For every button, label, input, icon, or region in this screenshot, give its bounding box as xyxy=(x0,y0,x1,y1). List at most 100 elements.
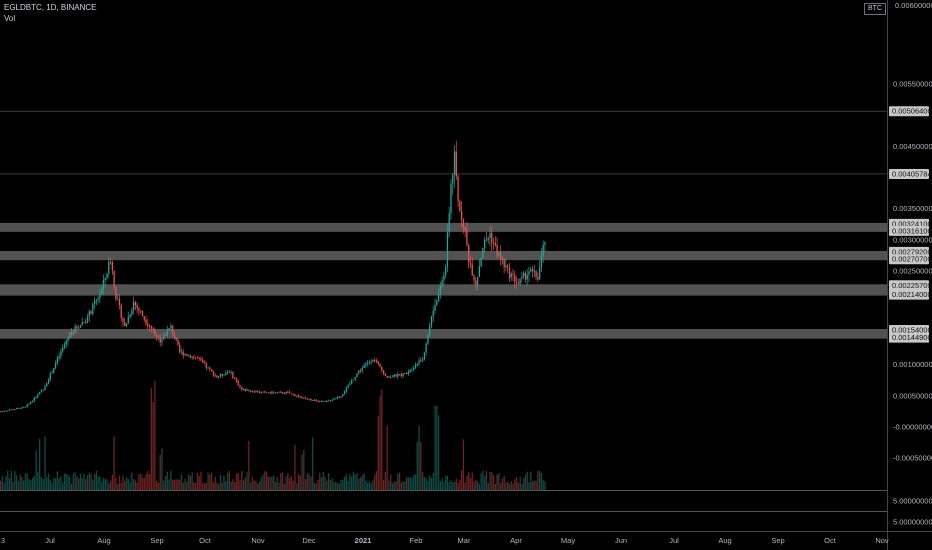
volume-bar xyxy=(31,477,34,490)
volume-bar xyxy=(288,477,291,490)
candle-body xyxy=(436,301,438,305)
candle-body xyxy=(255,391,257,393)
volume-bar xyxy=(361,475,363,490)
candle-body xyxy=(425,343,427,353)
volume-bar xyxy=(276,477,278,490)
candle-body xyxy=(31,400,34,403)
volume-bar xyxy=(443,482,445,490)
time-axis-tick: Jun xyxy=(615,536,627,545)
candle-body xyxy=(510,273,512,278)
time-axis-tick: Aug xyxy=(718,536,731,545)
candle-body xyxy=(223,374,225,376)
candle-body xyxy=(21,407,23,409)
candle-body xyxy=(249,391,252,393)
volume-bar xyxy=(375,470,378,490)
zone-bottom-label: 0.00316100 xyxy=(892,226,932,235)
candle-body xyxy=(141,311,144,317)
candle-body xyxy=(40,390,43,393)
volume-bar xyxy=(154,380,156,490)
volume-bar xyxy=(521,483,523,490)
volume-bar xyxy=(140,473,142,490)
price-axis-tick: 0.00300000 xyxy=(893,235,932,244)
zone-top-label: 0.00225700 xyxy=(892,281,932,290)
volume-bar xyxy=(196,472,199,490)
candle-body xyxy=(53,367,55,373)
volume-bar xyxy=(56,471,59,490)
volume-bar xyxy=(260,477,262,490)
candle-body xyxy=(280,391,282,393)
candle-body xyxy=(260,391,262,393)
volume-bar xyxy=(319,472,321,490)
volume-bar xyxy=(436,405,438,490)
candle-body xyxy=(228,372,231,373)
currency-badge[interactable]: BTC xyxy=(864,3,886,15)
candle-body xyxy=(0,411,2,413)
candle-body xyxy=(288,392,291,394)
volume-bar xyxy=(391,483,394,490)
candle-body xyxy=(276,392,278,394)
candle-body xyxy=(342,394,344,397)
volume-bar xyxy=(491,471,493,490)
candle-body xyxy=(74,326,76,333)
candle-body xyxy=(508,266,511,278)
volume-bar xyxy=(331,478,333,490)
candle-body xyxy=(464,227,466,231)
volume-bar xyxy=(473,481,475,490)
volume-bar xyxy=(62,482,64,490)
candle-body xyxy=(301,397,303,398)
volume-bar xyxy=(37,471,39,490)
volume-bar xyxy=(148,474,151,490)
candle-body xyxy=(391,376,394,378)
candle-body xyxy=(92,304,94,314)
price-axis[interactable]: 0.00550000 0.00450000 0.00350000 0.00300000… xyxy=(893,1,932,527)
candle-body xyxy=(273,392,275,394)
time-axis[interactable]: 3 Jul Aug Sep Oct Nov Dec 2021 Feb Mar Apr May Jun Ju… xyxy=(1,536,889,545)
volume-bar xyxy=(216,482,218,490)
candle-body xyxy=(46,383,48,387)
candle-body xyxy=(503,259,505,268)
volume-bar xyxy=(310,476,312,490)
candle-body xyxy=(131,310,133,315)
volume-bar xyxy=(244,477,246,490)
volume-bar xyxy=(432,472,434,490)
volume-bar xyxy=(499,483,502,490)
volume-bar xyxy=(232,479,234,490)
zone-bottom-label: 0.00144900 xyxy=(892,333,932,342)
volume-bar xyxy=(67,474,69,490)
candle-body xyxy=(312,400,314,401)
volume-bar xyxy=(219,474,222,490)
candle-body xyxy=(186,354,188,356)
volume-bar xyxy=(269,476,271,490)
candle-body xyxy=(205,363,207,368)
candle-body xyxy=(246,389,248,391)
volume-bar xyxy=(170,470,172,490)
candle-body xyxy=(361,367,363,371)
volume-bar xyxy=(404,480,406,490)
volume-bar xyxy=(306,473,309,490)
volume-bar xyxy=(538,471,541,490)
volume-bar xyxy=(120,483,122,490)
candle-body xyxy=(487,237,489,240)
candlestick-series xyxy=(0,140,546,413)
candle-body xyxy=(195,357,197,359)
volume-bar xyxy=(395,481,397,490)
zone-top-label: 0.00324100 xyxy=(892,219,932,228)
candle-body xyxy=(496,244,498,256)
volume-bar xyxy=(0,480,2,490)
volume-bar xyxy=(283,483,285,490)
candle-body xyxy=(526,275,528,280)
volume-bar xyxy=(485,470,488,490)
volume-bar xyxy=(163,480,165,490)
candle-body xyxy=(333,398,335,400)
candle-body xyxy=(136,305,138,309)
volume-bar xyxy=(54,478,57,490)
volume-bar xyxy=(249,482,252,490)
candle-body xyxy=(281,391,284,394)
candle-body xyxy=(102,279,105,289)
candle-body xyxy=(15,408,18,410)
candle-body xyxy=(390,376,392,378)
volume-bar xyxy=(44,436,46,490)
volume-bar xyxy=(33,475,35,490)
volume-bar xyxy=(15,475,18,490)
